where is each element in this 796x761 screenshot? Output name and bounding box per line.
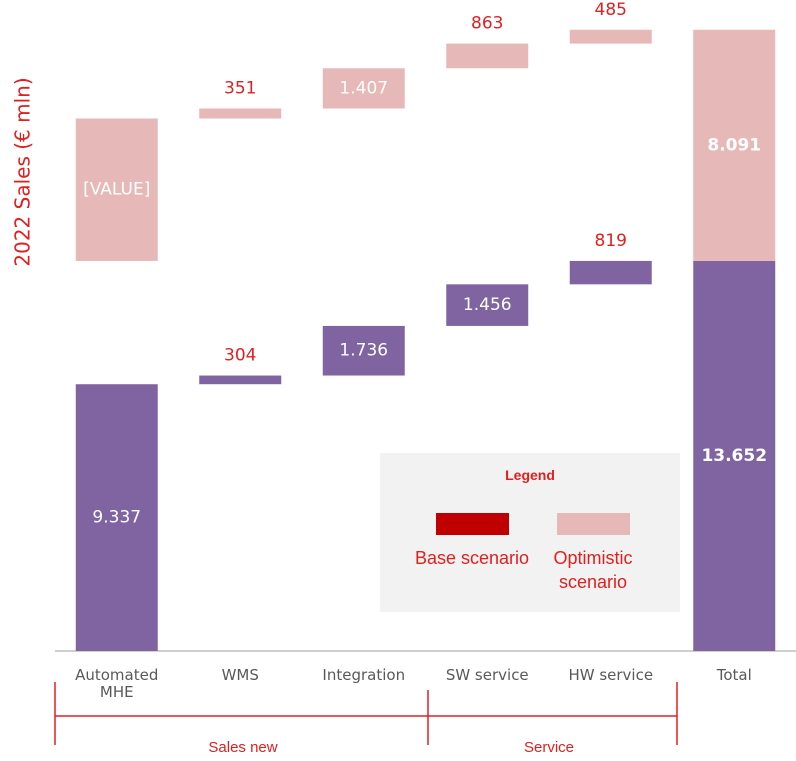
bar <box>693 29 776 261</box>
x-tick-label: WMS <box>221 666 259 684</box>
legend-swatch <box>436 513 509 535</box>
bar <box>446 284 529 326</box>
bar <box>322 325 405 376</box>
x-tick-label: SW service <box>445 666 529 684</box>
bar <box>446 43 529 69</box>
group-label: Service <box>524 739 574 756</box>
legend-title: Legend <box>505 467 555 483</box>
x-tick-label: Total <box>716 666 752 684</box>
value-label: [VALUE] <box>83 180 150 200</box>
value-label: 819 <box>595 231 627 251</box>
bar <box>199 108 282 119</box>
value-label: 8.091 <box>707 135 761 155</box>
value-label: 1.456 <box>463 295 512 315</box>
bar <box>75 118 158 261</box>
legend: Legend Base scenario Optimistic scenario <box>380 453 680 612</box>
value-label: 1.407 <box>339 78 388 98</box>
value-label: 1.736 <box>339 341 388 361</box>
bar <box>322 68 405 109</box>
value-label: 351 <box>224 78 256 98</box>
bar <box>199 375 282 385</box>
value-label: 485 <box>595 0 627 20</box>
bar <box>569 260 652 285</box>
bar <box>75 384 158 651</box>
value-label: 304 <box>224 346 256 366</box>
value-label: 9.337 <box>92 508 141 528</box>
y-axis-label: 2022 Sales (€ mln) <box>11 77 35 266</box>
legend-label: Base scenario <box>414 548 530 568</box>
x-tick-label: HW service <box>568 666 654 684</box>
value-label: 863 <box>471 14 503 34</box>
legend-swatch <box>557 513 630 535</box>
bar <box>569 29 652 44</box>
legend-label: Optimistic scenario <box>553 548 633 592</box>
bar <box>693 260 776 651</box>
group-label: Sales new <box>208 739 277 756</box>
value-label: 13.652 <box>701 446 767 466</box>
x-tick-label: Automated MHE <box>75 666 159 701</box>
group-brackets <box>54 682 678 745</box>
x-tick-label: Integration <box>322 666 406 684</box>
